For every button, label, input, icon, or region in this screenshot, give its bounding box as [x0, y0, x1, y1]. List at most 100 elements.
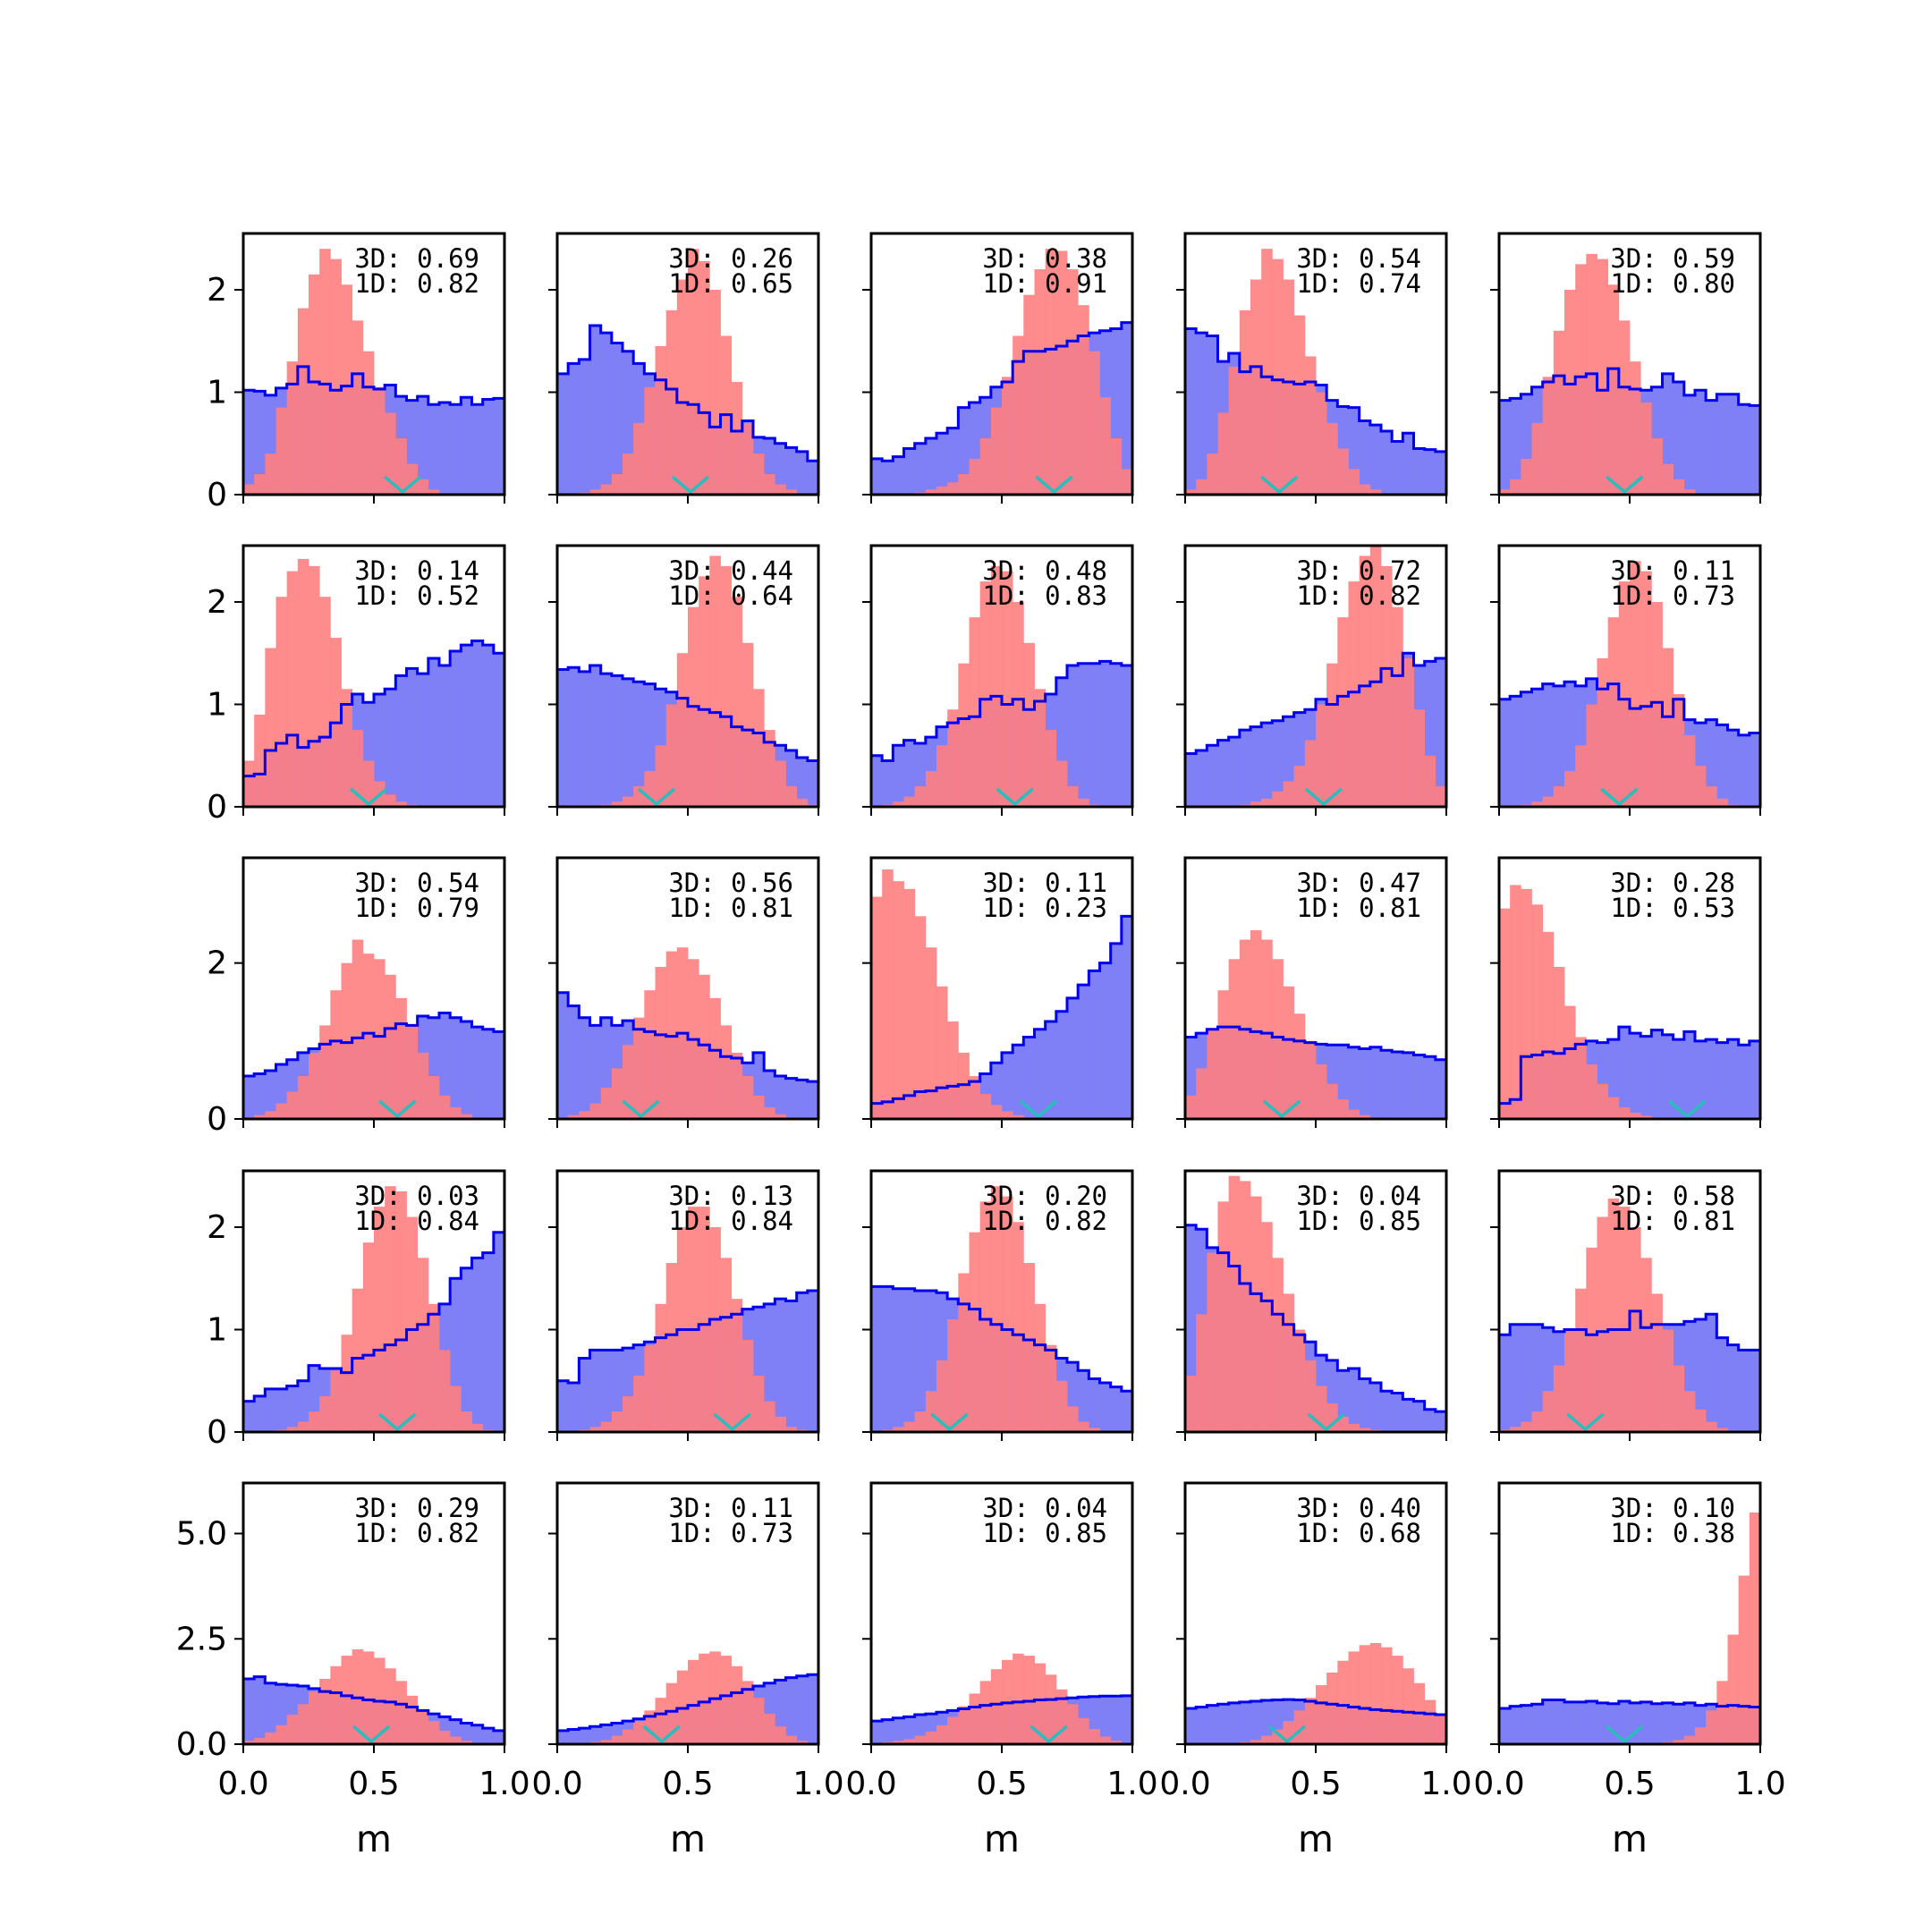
hist-1d-bar	[1217, 412, 1230, 495]
hist-3d-bar	[265, 1070, 276, 1119]
y-tick-label: 5.0	[176, 1516, 227, 1553]
hist-1d-bar	[731, 1665, 743, 1744]
hist-1d-bar	[969, 1693, 981, 1744]
hist-3d-bar	[807, 1081, 818, 1119]
hist-1d-bar	[330, 990, 342, 1119]
hist-1d-bar	[254, 1114, 266, 1119]
hist-3d-bar	[568, 1005, 580, 1119]
hist-3d-bar	[482, 1029, 495, 1119]
hist-3d-bar	[775, 1299, 786, 1432]
hist-1d-bar	[753, 689, 765, 807]
hist-3d-bar	[903, 1716, 916, 1744]
hist-3d-bar	[1413, 448, 1426, 495]
hist-3d-bar	[1402, 1052, 1414, 1119]
hist-1d-bar	[1510, 885, 1521, 1119]
y-tick-label: 2	[207, 584, 227, 621]
hist-3d-bar	[1023, 1037, 1035, 1119]
hist-3d-bar	[1413, 1055, 1426, 1119]
hist-1d-bar	[925, 489, 937, 495]
y-tick-label: 0.0	[176, 1726, 227, 1763]
hist-3d-bar	[265, 1682, 276, 1744]
hist-3d-bar	[1695, 1040, 1707, 1119]
hist-1d-bar	[319, 249, 331, 495]
hist-3d-bar	[557, 669, 569, 807]
hist-1d-bar	[958, 1273, 970, 1432]
hist-3d-bar	[1185, 1707, 1197, 1744]
hist-1d-bar	[969, 458, 981, 495]
marker-chevron	[930, 1412, 969, 1432]
hist-3d-bar	[568, 363, 580, 495]
hist-3d-bar	[1099, 962, 1112, 1119]
hist-1d-bar	[428, 1076, 440, 1119]
hist-1d-bar	[958, 1706, 970, 1744]
hist-1d-bar	[979, 1094, 992, 1119]
hist-3d-bar	[785, 447, 798, 495]
hist-3d-bar	[1196, 1707, 1208, 1744]
marker-chevron	[622, 1099, 660, 1119]
hist-3d-outline	[871, 914, 1132, 1119]
hist-3d-bar	[1695, 1319, 1707, 1432]
hist-1d-bar	[1239, 309, 1251, 495]
hist-3d-bar	[958, 407, 970, 495]
hist-3d-bar	[461, 397, 472, 495]
hist-3d-outline	[557, 664, 818, 807]
plot-area	[871, 565, 1132, 807]
hist-3d-bar	[871, 1286, 883, 1432]
hist-1d-bar	[385, 1186, 396, 1432]
marker-chevron	[1035, 475, 1073, 495]
hist-1d-bar	[1348, 469, 1360, 495]
marker-chevron	[378, 1099, 417, 1119]
hist-3d-bar	[600, 674, 613, 807]
hist-1d-bar	[1597, 1083, 1609, 1119]
x-tick-label: 0.5	[1604, 1766, 1655, 1802]
hist-3d-bar	[243, 1076, 255, 1119]
hist-1d-bar	[1196, 1068, 1208, 1119]
hist-1d-bar	[925, 1391, 937, 1432]
hist-1d-bar	[1089, 1428, 1100, 1432]
plot-area	[1499, 253, 1760, 495]
hist-1d-bar	[352, 730, 364, 807]
hist-3d-bar	[1673, 1704, 1685, 1744]
hist-1d-bar	[1564, 289, 1576, 495]
y-tick-label: 1	[207, 1311, 227, 1348]
hist-3d-bar	[796, 1675, 809, 1744]
hist-1d-bar	[1099, 397, 1112, 495]
hist-3d-bar	[1510, 398, 1521, 495]
hist-3d-bar	[1435, 1411, 1446, 1432]
hist-3d-bar	[471, 404, 484, 495]
hist-3d-bar	[1706, 1039, 1717, 1119]
hist-3d-bar	[1531, 1704, 1544, 1744]
hist-1d-bar	[352, 320, 364, 495]
hist-1d-bar	[1630, 561, 1641, 807]
hist-1d-bar	[395, 1681, 407, 1744]
hist-1d-bar	[1738, 1575, 1750, 1744]
hist-3d-bar	[1749, 405, 1760, 495]
hist-1d-bar	[655, 1303, 667, 1432]
hist-3d-bar	[1078, 985, 1089, 1119]
hist-3d-bar	[1521, 1705, 1532, 1744]
hist-1d-bar	[309, 1411, 320, 1432]
hist-1d-bar	[1207, 1252, 1218, 1432]
hist-1d-bar	[1185, 1095, 1197, 1119]
hist-3d-bar	[1381, 1050, 1393, 1119]
hist-1d-bar	[764, 730, 775, 807]
hist-3d-bar	[493, 398, 504, 495]
hist-1d-bar	[1706, 786, 1717, 807]
hist-3d-bar	[1110, 663, 1123, 807]
hist-1d-bar	[1618, 320, 1631, 495]
hist-3d-bar	[903, 448, 916, 495]
marker-chevron	[383, 475, 422, 495]
hist-3d-bar	[1662, 1702, 1674, 1744]
hist-1d-bar	[1348, 581, 1360, 807]
hist-1d-bar	[1575, 1288, 1587, 1432]
y-tick-label: 1	[207, 374, 227, 411]
hist-3d-bar	[557, 992, 569, 1119]
hist-1d-bar	[623, 1729, 634, 1744]
hist-3d-bar	[882, 760, 894, 807]
hist-1d-bar	[623, 453, 634, 495]
hist-1d-bar	[1089, 1729, 1100, 1744]
hist-1d-bar	[1239, 1181, 1251, 1432]
hist-3d-bar	[807, 1290, 818, 1432]
